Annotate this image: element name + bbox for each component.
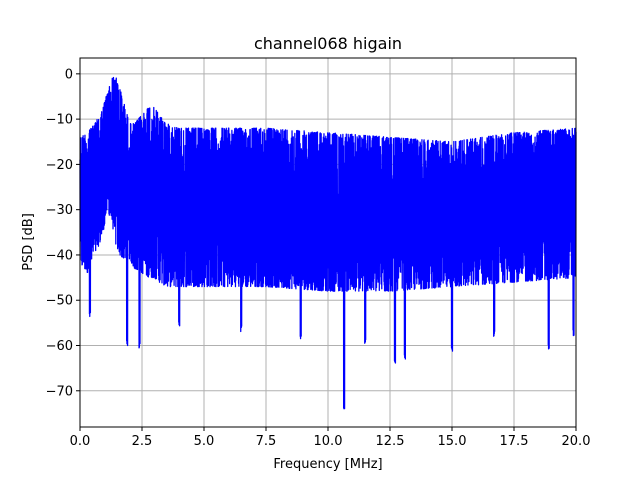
y-tick-label: −30 [46,203,73,218]
y-axis: 0 −10 −20 −30 −40 −50 −60 −70 [46,67,80,399]
x-tick-label: 12.5 [376,434,405,449]
y-tick-label: −70 [46,384,73,399]
x-tick-label: 5.0 [194,434,215,449]
x-tick-label: 7.5 [256,434,277,449]
x-tick-label: 15.0 [438,434,467,449]
plot-area [79,76,577,410]
x-tick-label: 10.0 [314,434,343,449]
y-tick-label: 0 [65,67,73,82]
y-tick-label: −20 [46,158,73,173]
x-tick-label: 17.5 [500,434,529,449]
y-tick-label: −10 [46,113,73,128]
chart-title: channel068 higain [254,34,402,53]
x-tick-label: 2.5 [132,434,153,449]
psd-series-line [79,76,577,410]
y-axis-label: PSD [dB] [21,213,36,271]
y-tick-label: −40 [46,248,73,263]
x-axis-label: Frequency [MHz] [273,457,382,472]
y-tick-label: −60 [46,339,73,354]
x-tick-label: 0.0 [70,434,91,449]
y-tick-label: −50 [46,294,73,309]
x-axis: 0.0 2.5 5.0 7.5 10.0 12.5 15.0 17.5 20.0 [70,427,591,449]
x-tick-label: 20.0 [562,434,591,449]
